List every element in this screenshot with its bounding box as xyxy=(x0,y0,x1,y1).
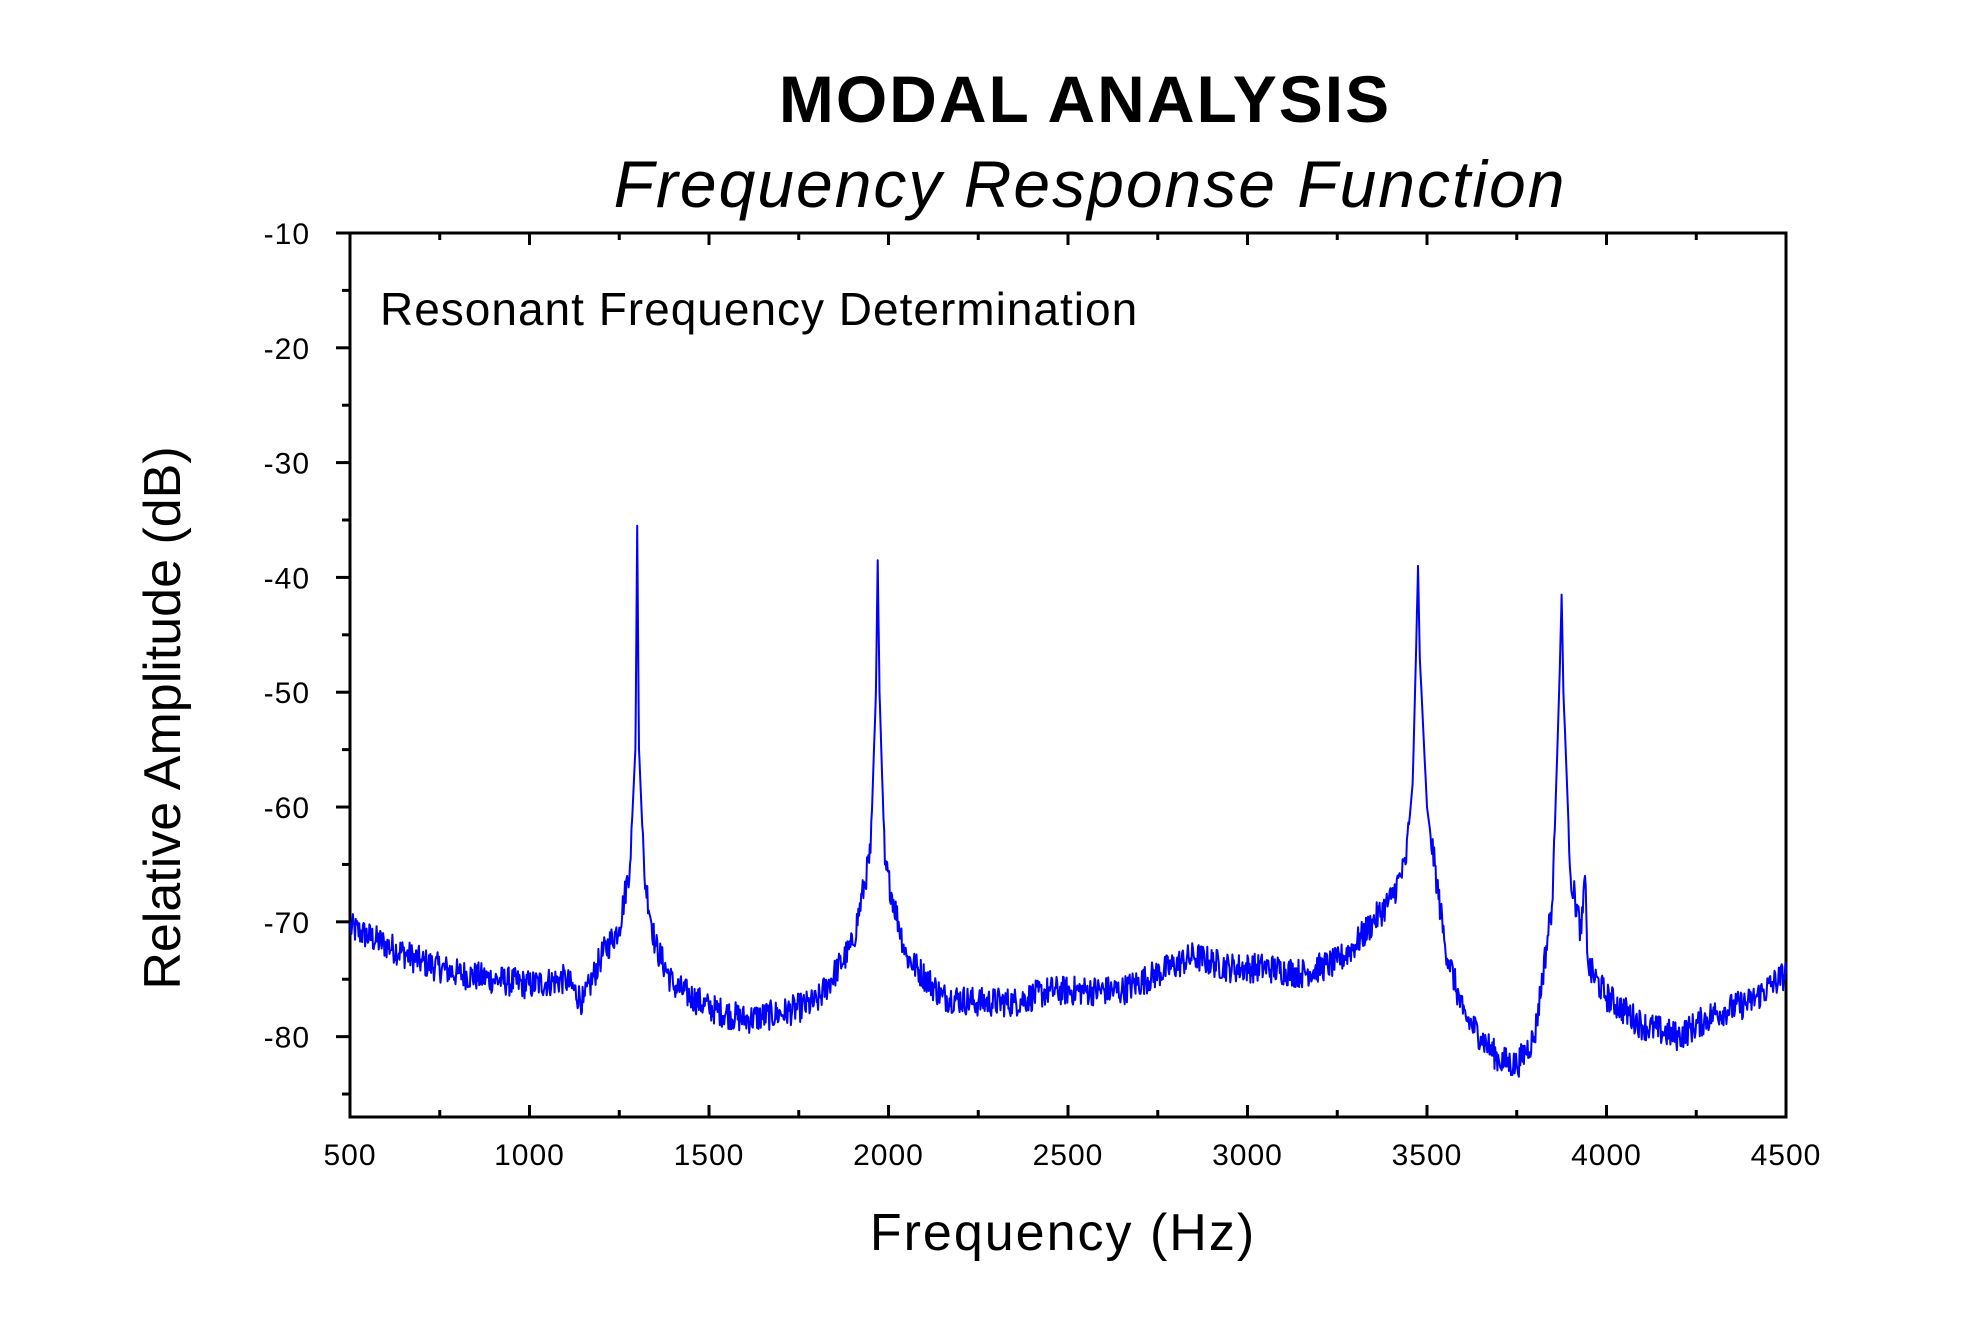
y-minor-ticks xyxy=(342,288,350,1096)
y-axis-ticks: -10 -20 -30 -40 -50 -60 -70 -80 xyxy=(264,218,350,1055)
y-tick-label: -50 xyxy=(264,677,310,710)
chart-title: MODAL ANALYSIS xyxy=(779,62,1391,136)
x-minor-ticks xyxy=(438,233,1698,1117)
y-axis-label: Relative Amplitude (dB) xyxy=(134,446,192,989)
y-tick-label: -80 xyxy=(264,1022,310,1055)
x-tick-label: 4500 xyxy=(1751,1139,1822,1172)
frf-series-line xyxy=(349,524,1787,1078)
y-tick-label: -10 xyxy=(264,218,310,251)
x-axis-ticks: 500 1000 1500 2000 2500 3000 3500 4000 4500 xyxy=(323,233,1822,1172)
x-tick-label: 3500 xyxy=(1392,1139,1463,1172)
y-tick-label: -40 xyxy=(264,562,310,595)
x-tick-label: 2000 xyxy=(853,1139,924,1172)
plot-annotation: Resonant Frequency Determination xyxy=(380,283,1138,335)
x-tick-label: 500 xyxy=(323,1139,376,1172)
x-tick-label: 2500 xyxy=(1033,1139,1104,1172)
x-tick-label: 4000 xyxy=(1571,1139,1642,1172)
y-tick-label: -60 xyxy=(264,792,310,825)
y-tick-label: -70 xyxy=(264,907,310,940)
chart-subtitle: Frequency Response Function xyxy=(614,147,1567,221)
y-tick-label: -30 xyxy=(264,448,310,481)
y-tick-label: -20 xyxy=(264,333,310,366)
x-axis-label: Frequency (Hz) xyxy=(870,1204,1256,1262)
x-tick-label: 3000 xyxy=(1212,1139,1283,1172)
plot-area: 500 1000 1500 2000 2500 3000 3500 4000 4500 -10-… xyxy=(264,218,1822,1172)
x-tick-label: 1000 xyxy=(494,1139,565,1172)
x-tick-label: 1500 xyxy=(674,1139,745,1172)
